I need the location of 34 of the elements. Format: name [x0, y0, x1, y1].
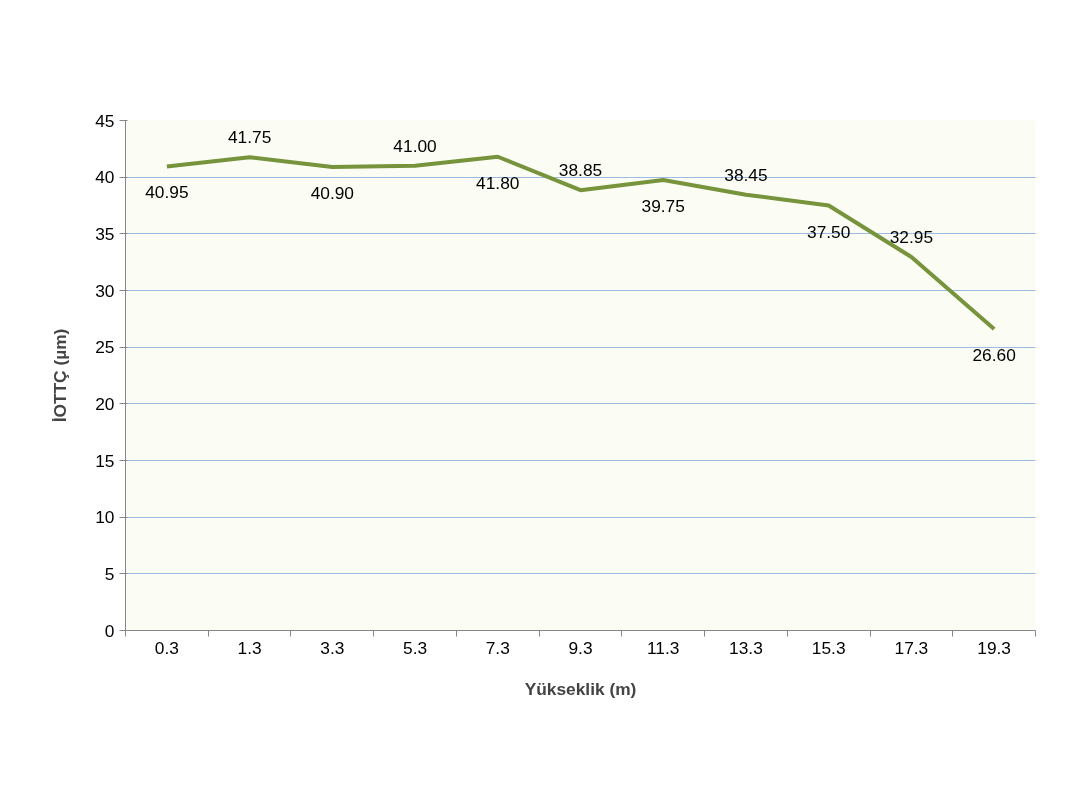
x-tick-label: 7.3: [485, 637, 510, 658]
y-tick-label: 0: [104, 620, 115, 641]
y-tick-label: 45: [95, 110, 115, 131]
text: 40.95: [145, 182, 189, 203]
y-tick-label: 40: [95, 167, 115, 188]
x-tick-label: 15.3: [811, 637, 846, 658]
y-tick-label: 10: [95, 507, 115, 528]
x-tick-label: 11.3: [647, 637, 680, 658]
y-tick-label: 25: [95, 337, 115, 358]
x-tick-label: 1.3: [237, 637, 262, 658]
y-tick-label: 20: [95, 393, 115, 414]
text: 41.00: [393, 135, 437, 156]
text: 38.85: [558, 160, 603, 181]
x-tick-label: 3.3: [320, 637, 345, 658]
text: 26.60: [972, 345, 1016, 366]
x-tick-label: 17.3: [894, 637, 929, 658]
text: 41.80: [476, 172, 520, 193]
y-tick-label: 35: [95, 223, 115, 244]
x-tick-label: 19.3: [977, 637, 1012, 658]
text: 40.90: [310, 182, 355, 203]
y-axis-title: İOTTÇ (µm): [50, 328, 71, 423]
text: 38.45: [724, 164, 768, 185]
x-tick-label: 9.3: [568, 637, 593, 658]
text: 41.75: [227, 127, 272, 148]
x-tick-label: 13.3: [729, 637, 763, 658]
x-axis-title: Yükseklik (m): [524, 678, 637, 699]
x-tick-label: 5.3: [403, 637, 428, 658]
y-tick-label: 30: [95, 280, 115, 301]
text: 32.95: [889, 227, 934, 248]
y-tick-label: 5: [104, 563, 115, 584]
text: 39.75: [641, 196, 685, 216]
x-tick-label: 0.3: [154, 637, 179, 658]
text: 37.50: [807, 221, 851, 242]
y-tick-label: 15: [95, 450, 115, 471]
